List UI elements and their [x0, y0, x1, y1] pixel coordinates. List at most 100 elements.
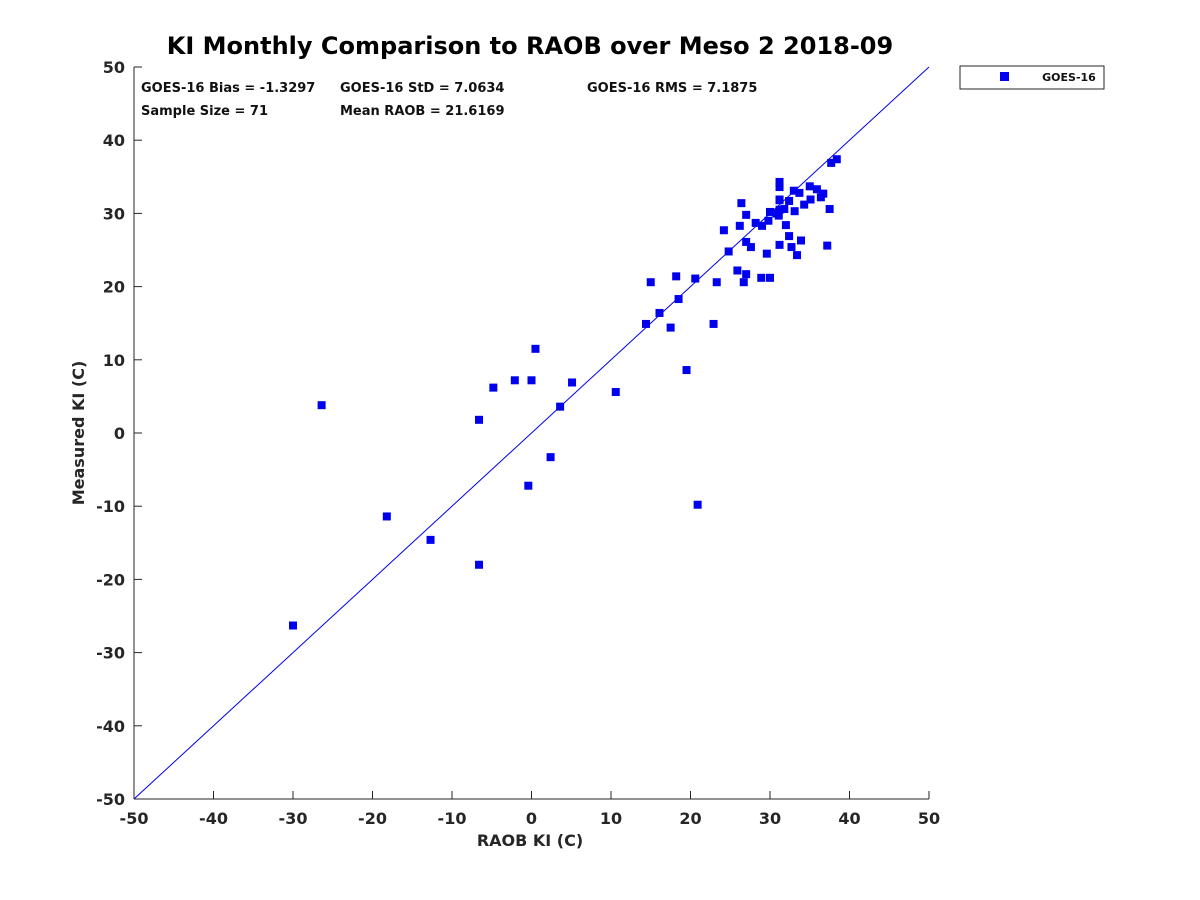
data-point	[827, 158, 836, 167]
data-point	[825, 205, 834, 214]
y-tick-label: 20	[103, 278, 125, 297]
data-point	[426, 535, 435, 544]
data-point	[719, 226, 728, 235]
data-point	[712, 278, 721, 287]
data-point	[641, 319, 650, 328]
data-point	[317, 401, 326, 410]
data-point	[672, 272, 681, 281]
data-point	[524, 481, 533, 490]
sample-size-annotation: Sample Size = 71	[141, 104, 268, 119]
y-tick-label: -50	[96, 790, 125, 809]
data-point	[674, 295, 683, 304]
data-point	[693, 500, 702, 509]
data-point	[758, 221, 767, 230]
data-point	[823, 241, 832, 250]
data-point	[775, 183, 784, 192]
data-points	[289, 155, 841, 630]
data-point	[666, 323, 675, 332]
data-point	[775, 195, 784, 204]
data-point	[531, 344, 540, 353]
data-point	[832, 155, 841, 164]
x-tick-label: 10	[600, 809, 622, 828]
data-point	[724, 247, 733, 256]
x-tick-label: -40	[199, 809, 228, 828]
reference-line-group	[133, 66, 930, 800]
x-tick-label: 40	[838, 809, 860, 828]
y-tick-label: 30	[103, 204, 125, 223]
stats-annotations: GOES-16 Bias = -1.3297 GOES-16 StD = 7.0…	[141, 81, 757, 119]
data-point	[527, 376, 536, 385]
data-point	[746, 243, 755, 252]
data-point	[789, 186, 798, 195]
data-point	[774, 211, 783, 220]
data-point	[805, 182, 814, 191]
legend: GOES-16	[959, 65, 1105, 90]
x-tick-label: -10	[438, 809, 467, 828]
x-axis-label: RAOB KI (C)	[477, 831, 583, 850]
data-point	[568, 378, 577, 387]
y-tick-label: 50	[103, 58, 125, 77]
std-annotation: GOES-16 StD = 7.0634	[340, 81, 504, 96]
data-point	[475, 560, 484, 569]
x-tick-label: 50	[918, 809, 940, 828]
y-tick-label: -40	[96, 717, 125, 736]
data-point	[742, 237, 751, 246]
data-point	[382, 512, 391, 521]
y-tick-label: 40	[103, 131, 125, 150]
data-point	[793, 251, 802, 260]
mean-raob-annotation: Mean RAOB = 21.6169	[340, 104, 505, 119]
one-to-one-line	[133, 66, 930, 800]
data-point	[646, 278, 655, 287]
x-tick-label: -30	[279, 809, 308, 828]
x-tick-label: 20	[679, 809, 701, 828]
y-tick-label: -30	[96, 644, 125, 663]
data-point	[742, 210, 751, 219]
x-tick-label: -20	[358, 809, 387, 828]
data-point	[806, 195, 815, 204]
data-point	[546, 453, 555, 462]
data-point	[764, 216, 773, 225]
data-point	[510, 376, 519, 385]
y-tick-label: -10	[96, 497, 125, 516]
data-point	[787, 243, 796, 252]
data-point	[780, 205, 789, 214]
data-point	[785, 232, 794, 241]
data-point	[781, 221, 790, 230]
data-point	[682, 366, 691, 375]
y-tick-label: 10	[103, 351, 125, 370]
data-point	[733, 266, 742, 275]
data-point	[489, 383, 498, 392]
data-point	[737, 199, 746, 208]
data-point	[611, 388, 620, 397]
legend-marker-goes16	[1000, 72, 1009, 81]
data-point	[655, 308, 664, 317]
data-point	[475, 415, 484, 424]
y-tick-label: 0	[114, 424, 125, 443]
data-point	[735, 221, 744, 230]
rms-annotation: GOES-16 RMS = 7.1875	[587, 81, 757, 96]
data-point	[556, 402, 565, 411]
data-point	[819, 189, 828, 198]
data-point	[775, 205, 784, 214]
data-point	[766, 273, 774, 282]
data-point	[762, 249, 771, 258]
data-point	[691, 274, 700, 283]
data-point	[800, 200, 809, 209]
data-point	[797, 236, 806, 245]
data-point	[757, 273, 766, 282]
bias-annotation: GOES-16 Bias = -1.3297	[141, 81, 315, 96]
data-point	[775, 177, 784, 186]
legend-label-goes16: GOES-16	[1042, 71, 1096, 84]
x-tick-label: -50	[120, 809, 149, 828]
data-point	[812, 185, 821, 194]
data-point	[709, 319, 718, 328]
data-point	[790, 207, 799, 216]
plot-axes: -50 -40 -30 -20 -10 0 10 20 30 40 50 -50 -40 -30 -20 -1…	[96, 58, 940, 828]
data-point	[289, 621, 297, 630]
x-tick-label: 0	[526, 809, 537, 828]
data-point	[775, 240, 784, 249]
x-tick-label: 30	[759, 809, 781, 828]
data-point	[795, 188, 804, 197]
data-point	[739, 278, 748, 287]
